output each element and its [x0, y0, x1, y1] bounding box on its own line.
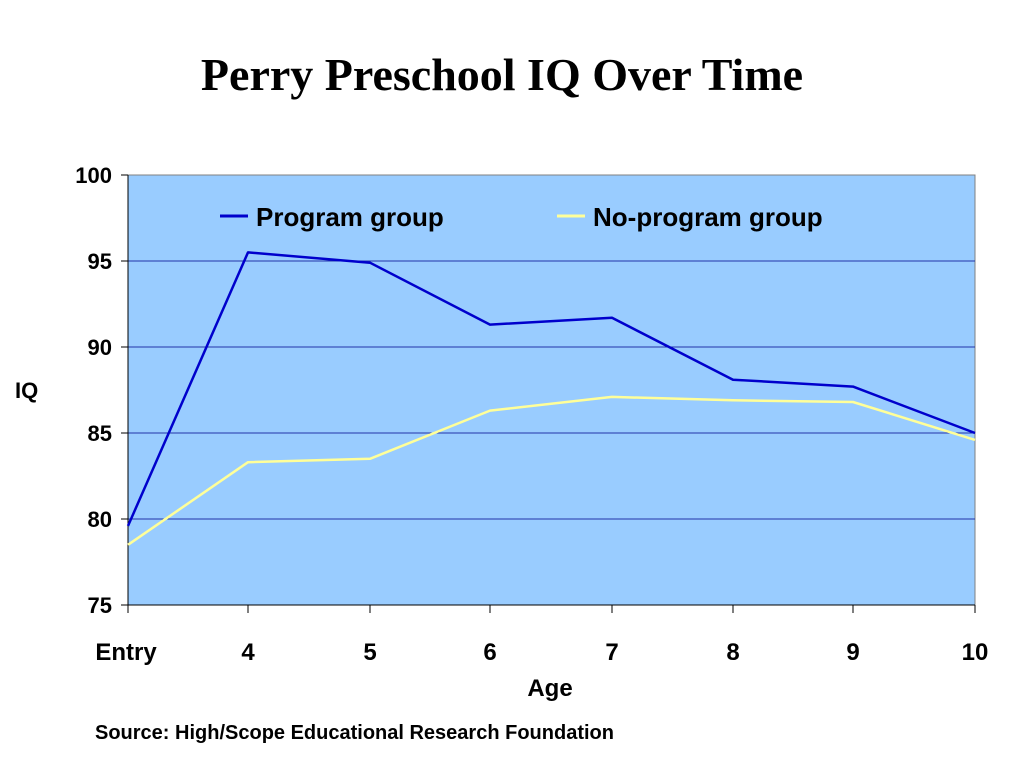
legend-label: No-program group: [593, 202, 823, 232]
series-line-no-program-group: [127, 395, 976, 546]
x-tick-label: 10: [962, 639, 989, 666]
legend-label: Program group: [256, 202, 444, 232]
x-tick-label: 7: [605, 639, 618, 666]
y-tick-label: 95: [88, 249, 112, 274]
y-tick-label: 85: [88, 421, 112, 446]
x-tick-label: 4: [241, 639, 255, 666]
x-tick-label: 6: [483, 639, 496, 666]
y-tick-label: 100: [75, 163, 112, 188]
x-tick-label: 9: [846, 639, 859, 666]
source-note: Source: High/Scope Educational Research …: [95, 722, 614, 744]
chart-title: Perry Preschool IQ Over Time: [200, 49, 804, 100]
plot-area: [127, 174, 976, 606]
y-tick-label: 80: [88, 507, 112, 532]
x-tick-label: 5: [363, 639, 376, 666]
y-tick-label: 90: [88, 335, 112, 360]
x-axis-label: Age: [527, 675, 572, 702]
y-axis-label: IQ: [15, 378, 38, 403]
x-tick-label: Entry: [95, 639, 157, 666]
series-line-program-group: [126, 251, 976, 527]
y-tick-label: 75: [88, 593, 112, 618]
x-tick-label: 8: [726, 639, 739, 666]
